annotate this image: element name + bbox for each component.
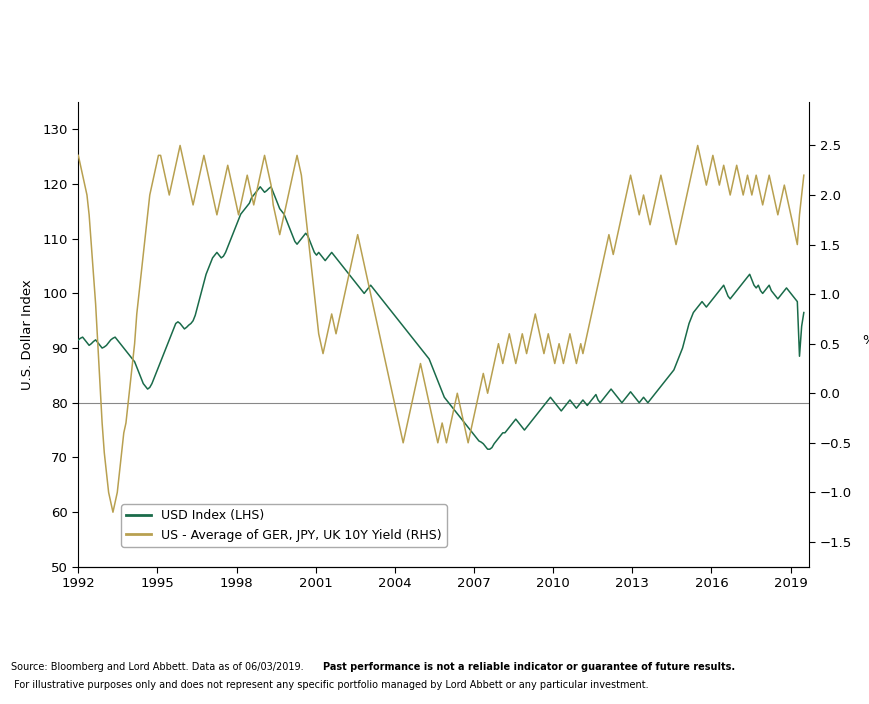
Legend: USD Index (LHS), US - Average of GER, JPY, UK 10Y Yield (RHS): USD Index (LHS), US - Average of GER, JP… <box>121 504 446 546</box>
Text: Past performance is not a reliable indicator or guarantee of future results.: Past performance is not a reliable indic… <box>322 662 734 672</box>
Text: INTEREST RATE DIFFERENTIAL BETWEEN THE U.S. AND OTHER: INTEREST RATE DIFFERENTIAL BETWEEN THE U… <box>11 25 666 44</box>
Text: MAJOR ECONOMIES IS FALLING—WHY NOT THE DOLLAR?: MAJOR ECONOMIES IS FALLING—WHY NOT THE D… <box>11 63 604 82</box>
Text: For illustrative purposes only and does not represent any specific portfolio man: For illustrative purposes only and does … <box>11 680 648 690</box>
Text: Source: Bloomberg and Lord Abbett. Data as of 06/03/2019.: Source: Bloomberg and Lord Abbett. Data … <box>11 662 307 672</box>
Y-axis label: U.S. Dollar Index: U.S. Dollar Index <box>21 279 34 390</box>
Y-axis label: %: % <box>861 334 869 347</box>
